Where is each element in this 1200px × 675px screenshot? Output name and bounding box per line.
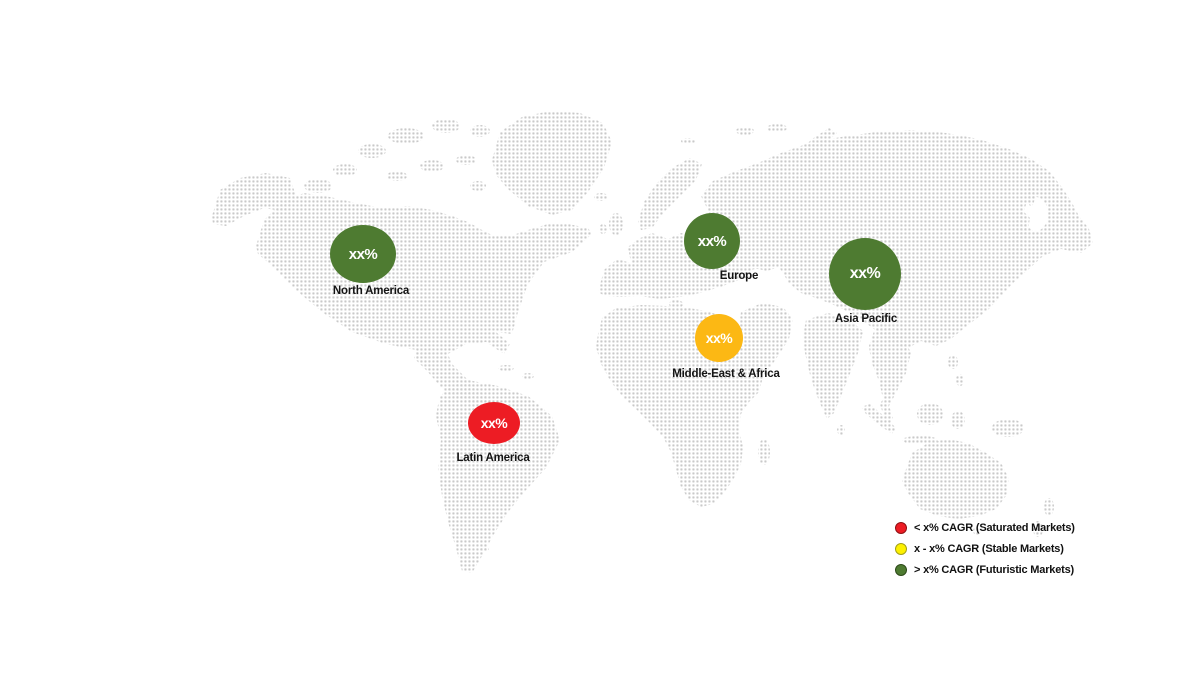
- legend-dot-red-icon: [895, 521, 907, 534]
- region-bubble-europe: xx%: [684, 213, 740, 269]
- region-bubble-middle-east-africa: xx%: [695, 314, 743, 362]
- legend-item-stable: x - x% CAGR (Stable Markets): [895, 542, 1075, 555]
- region-label-north-america: North America: [332, 285, 410, 297]
- region-value-asia-pacific: xx%: [849, 265, 881, 282]
- legend: < x% CAGR (Saturated Markets) x - x% CAG…: [895, 521, 1075, 584]
- continents-layer: [212, 111, 1093, 573]
- legend-item-futuristic: > x% CAGR (Futuristic Markets): [895, 563, 1075, 576]
- region-value-north-america: xx%: [348, 245, 378, 263]
- region-value-middle-east-africa: xx%: [705, 330, 733, 346]
- region-label-europe: Europe: [719, 270, 759, 282]
- legend-label-saturated: < x% CAGR (Saturated Markets): [914, 521, 1075, 534]
- region-label-latin-america: Latin America: [456, 452, 530, 464]
- legend-item-saturated: < x% CAGR (Saturated Markets): [895, 521, 1075, 534]
- legend-dot-green-icon: [895, 563, 907, 576]
- legend-label-futuristic: > x% CAGR (Futuristic Markets): [914, 563, 1074, 576]
- region-label-middle-east-africa: Middle-East & Africa: [672, 368, 780, 380]
- legend-label-stable: x - x% CAGR (Stable Markets): [914, 542, 1064, 555]
- region-label-asia-pacific: Asia Pacific: [834, 313, 898, 325]
- region-value-latin-america: xx%: [480, 415, 508, 431]
- region-value-europe: xx%: [697, 232, 727, 250]
- region-bubble-latin-america: xx%: [468, 402, 520, 444]
- legend-dot-yellow-icon: [895, 542, 907, 555]
- region-bubble-asia-pacific: xx%: [829, 238, 901, 310]
- region-bubble-north-america: xx%: [330, 225, 396, 283]
